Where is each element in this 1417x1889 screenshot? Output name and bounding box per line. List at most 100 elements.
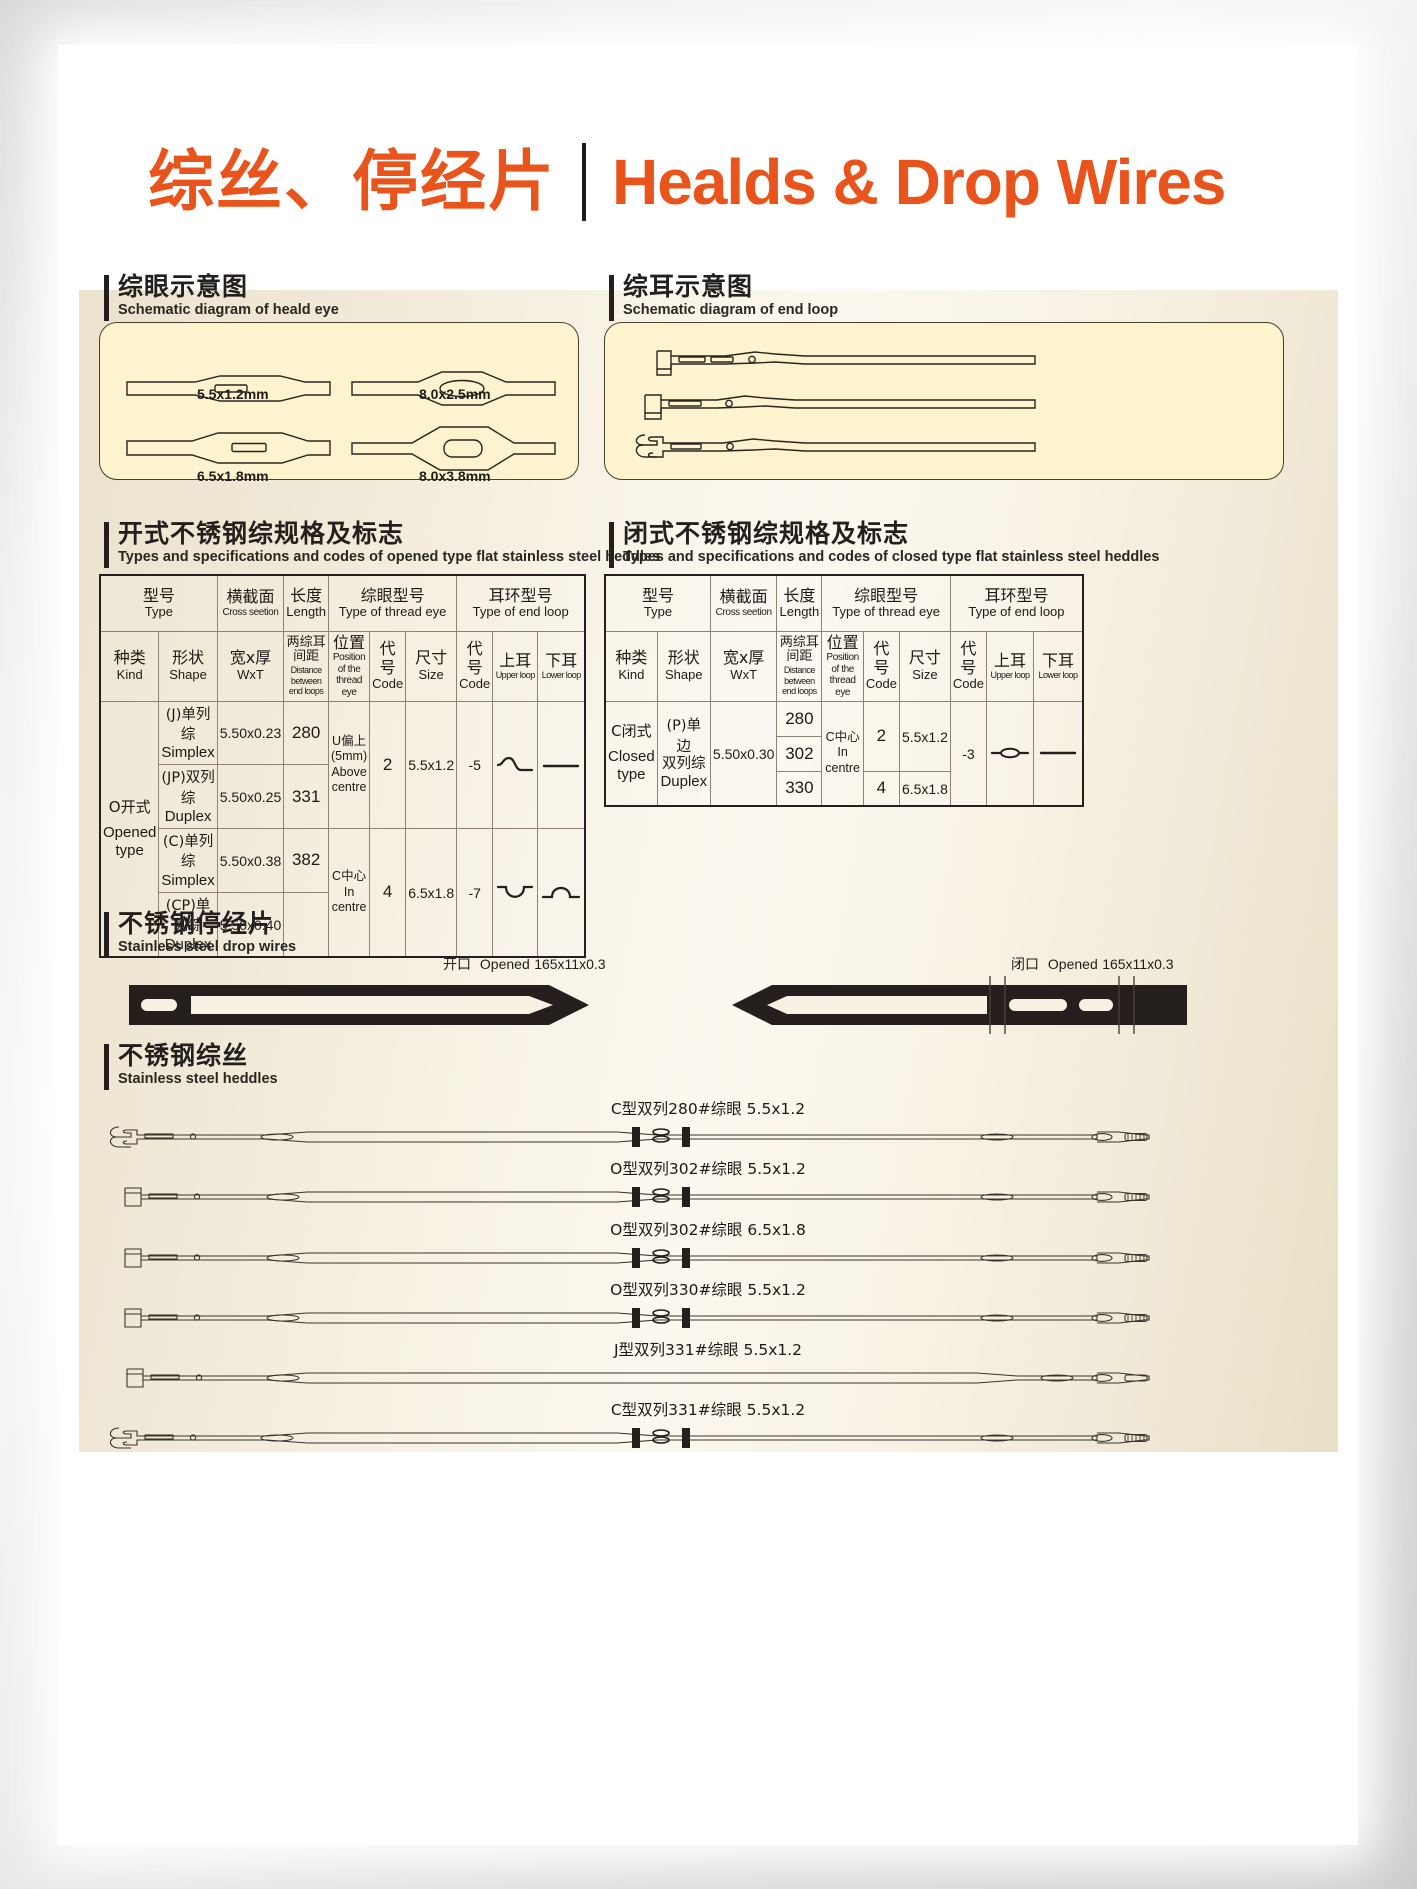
cell-cross-section-0-value: 5.50x0.23: [219, 725, 282, 742]
header-upper-loop: 上耳 Upper loop: [492, 630, 539, 702]
header-type-cn: 型号: [142, 585, 175, 605]
drop-wire-opened-shape: [129, 985, 589, 1025]
cell-shape-code: (P): [666, 718, 687, 735]
cell-cross-section-value: 5.50x0.30: [712, 745, 775, 762]
section-title-cn: 不锈钢停经片: [118, 909, 275, 938]
header-eye-size-en: Size: [912, 666, 938, 682]
section-title-cn: 闭式不锈钢综规格及标志: [623, 519, 910, 548]
cell-cross-section-2-value: 5.50x0.38: [219, 852, 282, 869]
cell-lower-loop: [1032, 700, 1084, 807]
header-cross-section: 横截面 Cross seetion: [709, 574, 778, 632]
header-position-cn: 位置: [333, 632, 366, 652]
header-cross-section: 横截面 Cross seetion: [216, 574, 285, 632]
title-divider: [582, 142, 586, 221]
cell-cross-section: 5.50x0.30: [709, 700, 778, 807]
cell-length-1: 331: [283, 764, 330, 830]
header-wxt-cn: 宽x厚: [722, 648, 765, 668]
heddle-shape-0: [109, 1126, 1150, 1148]
drop-wire-0-en: Opened: [479, 956, 530, 972]
header-end-loop: 耳环型号 Type of end loop: [949, 574, 1084, 632]
header-shape: 形状 Shape: [656, 630, 711, 702]
cell-length-0: 280: [283, 700, 330, 766]
cell-length-1: 302: [776, 735, 823, 772]
eye-oval-icon: [990, 748, 1030, 759]
header-length-en: Length: [286, 603, 327, 619]
header-eye-size: 尺寸 Size: [405, 630, 458, 702]
cell-length-0-value: 280: [785, 708, 814, 728]
header-length-cn: 长度: [783, 585, 816, 605]
cell-eye-size-1-value: 6.5x1.8: [901, 780, 948, 797]
cell-lower-loop-1: [537, 828, 586, 958]
cell-kind-en: Opened type: [103, 823, 157, 859]
header-loop-code-cn: 代号: [466, 639, 483, 677]
heddle-shape-4: [126, 1368, 1150, 1388]
cell-position-1-en: In centre: [331, 884, 367, 915]
cell-shape-0-en: Simplex: [161, 744, 215, 762]
cell-kind-cn: C闭式: [611, 722, 652, 741]
end-loop-shapes: [635, 350, 1036, 458]
cell-shape-2-en: Simplex: [161, 871, 215, 889]
heddle-label-0: C型双列280#综眼 5.5x1.2: [610, 1100, 806, 1118]
cell-eye-code-1-value: 4: [382, 882, 393, 902]
cell-eye-size-1: 6.5x1.8: [898, 770, 951, 807]
header-eye-code: 代号 Code: [369, 630, 407, 702]
header-upper-loop-cn: 上耳: [993, 650, 1026, 670]
header-distance-en: Distance between end loops: [288, 665, 324, 697]
header-upper-loop-cn: 上耳: [499, 650, 532, 670]
cell-length-1-value: 331: [291, 786, 321, 806]
header-thread-eye-en: Type of thread eye: [832, 603, 940, 619]
section-title-cn: 综眼示意图: [118, 272, 249, 301]
cell-eye-code-0-value: 2: [876, 726, 887, 745]
header-type: 型号 Type: [604, 574, 711, 632]
page-header: 综丝、停经片 Healds & Drop Wires: [58, 45, 1358, 290]
cell-position-en: In centre: [825, 745, 860, 776]
header-lower-loop: 下耳 Lower loop: [537, 630, 586, 702]
table-row: C闭式 Closed type (P)单边 双列综 Duplex 5.50x0.…: [604, 700, 1084, 807]
header-eye-code-cn: 代号: [379, 639, 396, 677]
cell-kind: C闭式 Closed type: [604, 700, 658, 807]
cell-cross-section-1-value: 5.50x0.25: [219, 789, 282, 806]
cell-eye-code-0: 2: [862, 700, 900, 772]
table-row: 330 4 6.5x1.8: [605, 770, 1083, 807]
heald-eye-dim-1: 8.0x2.5mm: [419, 386, 491, 402]
header-position-en: Position of the thread eye: [826, 652, 859, 698]
heddle-label-5: C型双列331#综眼 5.5x1.2: [610, 1401, 806, 1419]
cell-loop-code-1-value: -7: [468, 884, 481, 901]
header-lower-loop-cn: 下耳: [1041, 650, 1074, 670]
cell-loop-code-value: -3: [962, 745, 975, 762]
cell-lower-loop-0: [537, 700, 586, 830]
header-wxt-en: WxT: [730, 666, 758, 682]
closed-type-spec-table: 型号 Type 横截面 Cross seetion 长度 Length 综眼型号…: [604, 574, 1084, 807]
content-panel: 综眼示意图 Schematic diagram of heald eye 5.5…: [79, 273, 1338, 1452]
header-lower-loop: 下耳 Lower loop: [1032, 630, 1084, 702]
section-title-en: Schematic diagram of end loop: [623, 302, 839, 318]
header-cross-section-cn: 横截面: [226, 587, 275, 607]
header-type-en: Type: [643, 603, 673, 619]
cell-shape-1-cn: (JP): [161, 770, 186, 787]
header-end-loop: 耳环型号 Type of end loop: [456, 574, 586, 632]
cell-kind-cn: O开式: [108, 797, 151, 816]
table-header-row-1: 型号 Type 横截面 Cross seetion 长度 Length 综眼型号…: [99, 574, 586, 632]
page-title-cn: 综丝、停经片: [148, 142, 556, 220]
end-loop-diagram-box: [604, 322, 1284, 480]
section-heading-heddles: 不锈钢综丝 Stainless steel heddles: [104, 1042, 278, 1091]
drop-wire-label-1: 闭口 Opened 165x11x0.3: [1011, 954, 1174, 974]
line-flat-icon: [1039, 752, 1077, 755]
cell-loop-code: -3: [949, 700, 987, 807]
cell-cross-section-1: 5.50x0.25: [216, 764, 285, 830]
cell-length-3: [283, 891, 330, 958]
cell-position-1-cn: C中心: [332, 868, 367, 883]
wave-s-icon: [497, 756, 534, 771]
cell-kind: O开式 Opened type: [99, 700, 160, 958]
header-length-cn: 长度: [290, 585, 323, 605]
cell-shape-3-en: Duplex: [164, 935, 212, 953]
header-end-loop-cn: 耳环型号: [984, 585, 1049, 605]
section-title-en: Stainless steel drop wires: [118, 939, 297, 955]
header-thread-eye-en: Type of thread eye: [338, 603, 447, 619]
header-shape-en: Shape: [169, 666, 207, 682]
header-kind-cn: 种类: [615, 648, 648, 668]
header-eye-size: 尺寸 Size: [898, 630, 951, 702]
header-lower-loop-en: Lower loop: [1038, 670, 1078, 681]
cell-position-1: C中心 In centre: [328, 828, 371, 958]
section-heading-opened-table: 开式不锈钢综规格及标志 Types and specifications and…: [104, 520, 660, 569]
